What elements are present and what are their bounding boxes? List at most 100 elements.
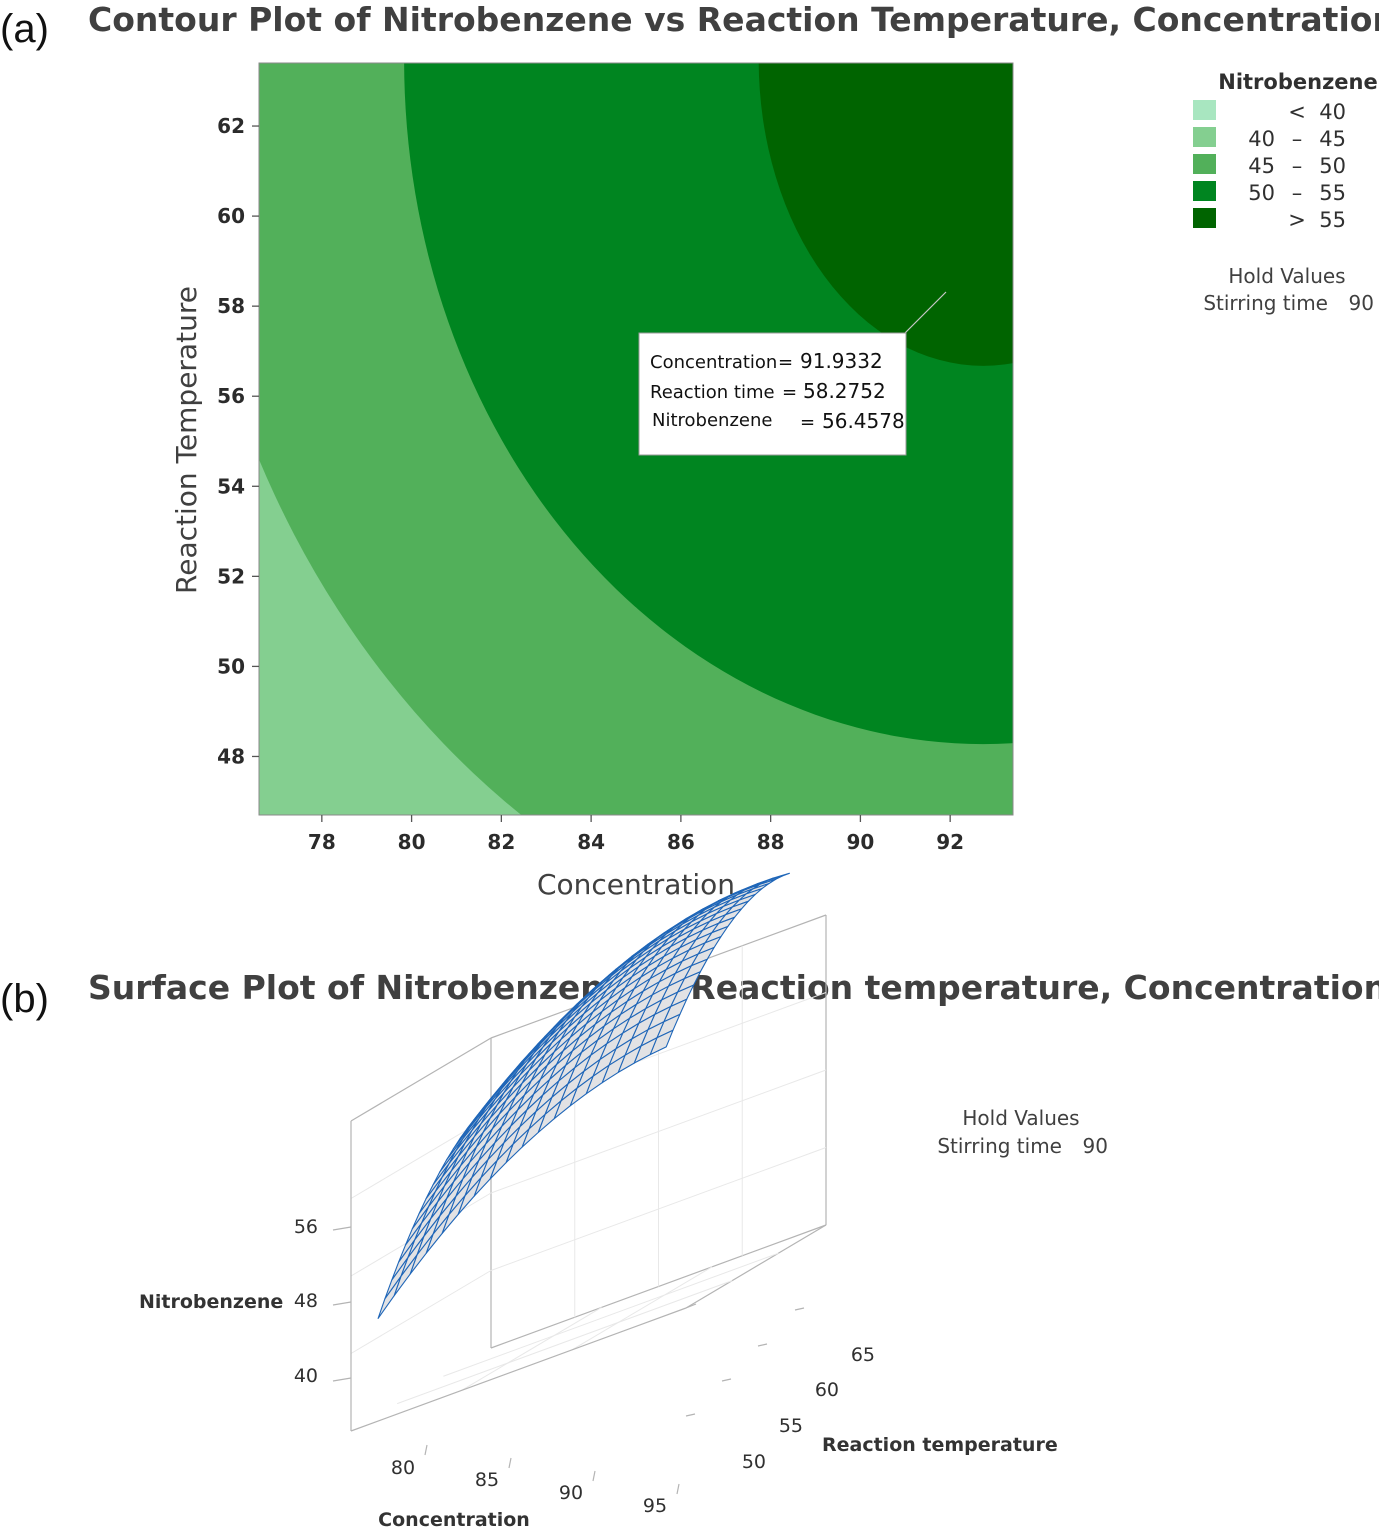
legend-op-4: > — [1288, 208, 1306, 232]
legend-high-3: 55 — [1319, 181, 1346, 205]
y-tick-55: 55 — [779, 1415, 803, 1437]
box-left-top-edge — [350, 1037, 492, 1122]
y-tick-mark-1 — [721, 1378, 732, 1382]
annotation-box — [638, 332, 907, 456]
y-tick-62: 62 — [217, 114, 245, 138]
legend-low-1: 40 — [1248, 127, 1275, 151]
box-front-floor-edge — [350, 1307, 687, 1432]
legend-swatch-2 — [1193, 154, 1216, 174]
optimum-annotation: Concentration = 91.9332 Reaction time = … — [638, 332, 907, 456]
annotation-concentration-eq: = — [778, 352, 793, 373]
contour-y-label: Reaction Temperature — [170, 286, 203, 594]
z-tick-mark-2 — [332, 1226, 352, 1231]
surface-box-back — [350, 914, 827, 1405]
surface-cell-0-0 — [377, 1275, 402, 1319]
legend-swatch-3 — [1193, 181, 1216, 201]
surface-hold-stirring-value: 90 — [1083, 1134, 1108, 1158]
y-tick-48: 48 — [217, 744, 245, 768]
x-tick-80: 80 — [391, 1457, 415, 1479]
x-tick-95: 95 — [643, 1495, 667, 1517]
y-tick-mark-0 — [685, 1413, 696, 1417]
x-tick-82: 82 — [487, 830, 515, 854]
y-tick-50: 50 — [742, 1451, 766, 1473]
x-tick-80: 80 — [398, 830, 426, 854]
floor-grid-u-0 — [461, 1306, 602, 1391]
panel-a-label: (a) — [0, 7, 49, 51]
y-tick-60: 60 — [815, 1379, 839, 1401]
contour-x-label: Concentration — [537, 868, 735, 901]
legend-swatch-1 — [1193, 127, 1216, 147]
contour-hold-stirring-value: 90 — [1349, 291, 1374, 315]
box-right-floor-edge — [685, 1224, 827, 1309]
contour-band-above-55 — [758, 63, 1013, 366]
y-tick-56: 56 — [217, 384, 245, 408]
surface-y-label: Reaction temperature — [822, 1434, 1058, 1456]
surface-title: Surface Plot of Nitrobenzene vs Reaction… — [88, 968, 1379, 1007]
legend-swatch-0 — [1193, 100, 1216, 120]
surface-hold-values-title: Hold Values — [962, 1106, 1079, 1130]
legend-op-1: – — [1292, 127, 1303, 151]
legend-title: Nitrobenzene — [1218, 70, 1377, 94]
surface-plot: 56 48 40 Nitrobenzene 80 85 90 95 Concen… — [139, 872, 1108, 1529]
contour-x-axis: 78 80 82 84 86 88 90 92 — [308, 815, 964, 854]
legend-low-3: 50 — [1248, 181, 1275, 205]
contour-hold-values-title: Hold Values — [1228, 264, 1345, 288]
x-tick-90: 90 — [559, 1482, 583, 1504]
surface-mesh — [377, 872, 790, 1319]
box-front-floor-stub — [685, 1303, 697, 1309]
contour-plot: 78 80 82 84 86 88 90 92 48 50 52 54 56 58 60 62 Concen… — [170, 62, 1014, 901]
annotation-reaction-time-eq: = — [782, 382, 797, 403]
x-tick-92: 92 — [936, 830, 964, 854]
contour-plot-frame — [258, 62, 1014, 816]
floor-grid-u-1 — [571, 1266, 713, 1351]
x-tick-mark-3 — [676, 1483, 680, 1495]
panel-b-label: (b) — [0, 977, 49, 1021]
x-tick-90: 90 — [846, 830, 874, 854]
x-tick-88: 88 — [757, 830, 785, 854]
left-wall-grid-h-0 — [350, 1270, 492, 1354]
z-tick-56: 56 — [294, 1216, 318, 1238]
x-tick-mark-1 — [508, 1457, 512, 1469]
floor-grid-v-1 — [443, 1252, 779, 1377]
contour-hold-stirring-label: Stirring time — [1203, 291, 1328, 315]
z-tick-mark-0 — [332, 1377, 352, 1382]
y-tick-50: 50 — [217, 654, 245, 678]
x-tick-mark-0 — [424, 1444, 428, 1456]
x-tick-85: 85 — [475, 1469, 499, 1491]
legend-high-4: 55 — [1319, 208, 1346, 232]
annotation-leader-line — [904, 291, 947, 334]
y-tick-mark-3 — [794, 1307, 805, 1311]
annotation-nitrobenzene-eq: = — [800, 412, 815, 433]
y-tick-mark-2 — [757, 1343, 768, 1347]
floor-grid-v-0 — [397, 1280, 733, 1405]
legend-low-2: 45 — [1248, 154, 1275, 178]
annotation-concentration-value: 91.9332 — [800, 349, 883, 373]
z-tick-40: 40 — [294, 1365, 318, 1387]
y-tick-52: 52 — [217, 564, 245, 588]
x-tick-mark-2 — [592, 1470, 596, 1482]
z-tick-48: 48 — [294, 1290, 318, 1312]
annotation-nitrobenzene-value: 56.4578 — [822, 409, 905, 433]
legend-op-0: < — [1288, 100, 1306, 124]
legend-high-1: 45 — [1319, 127, 1346, 151]
annotation-nitrobenzene-label: Nitrobenzene — [652, 410, 772, 431]
y-tick-54: 54 — [217, 474, 245, 498]
surface-x-label: Concentration — [378, 1509, 530, 1529]
y-tick-58: 58 — [217, 294, 245, 318]
surface-z-label: Nitrobenzene — [139, 1291, 283, 1313]
legend-swatch-4 — [1193, 208, 1216, 228]
y-tick-60: 60 — [217, 204, 245, 228]
legend-high-0: 40 — [1319, 100, 1346, 124]
annotation-reaction-time-label: Reaction time — [650, 382, 775, 403]
z-tick-mark-1 — [332, 1301, 352, 1306]
contour-title: Contour Plot of Nitrobenzene vs Reaction… — [88, 0, 1379, 39]
x-tick-86: 86 — [667, 830, 695, 854]
annotation-concentration-label: Concentration — [650, 352, 777, 373]
y-tick-65: 65 — [851, 1344, 875, 1366]
annotation-reaction-time-value: 58.2752 — [803, 379, 886, 403]
legend-op-2: – — [1292, 154, 1303, 178]
legend-high-2: 50 — [1319, 154, 1346, 178]
x-tick-84: 84 — [577, 830, 605, 854]
